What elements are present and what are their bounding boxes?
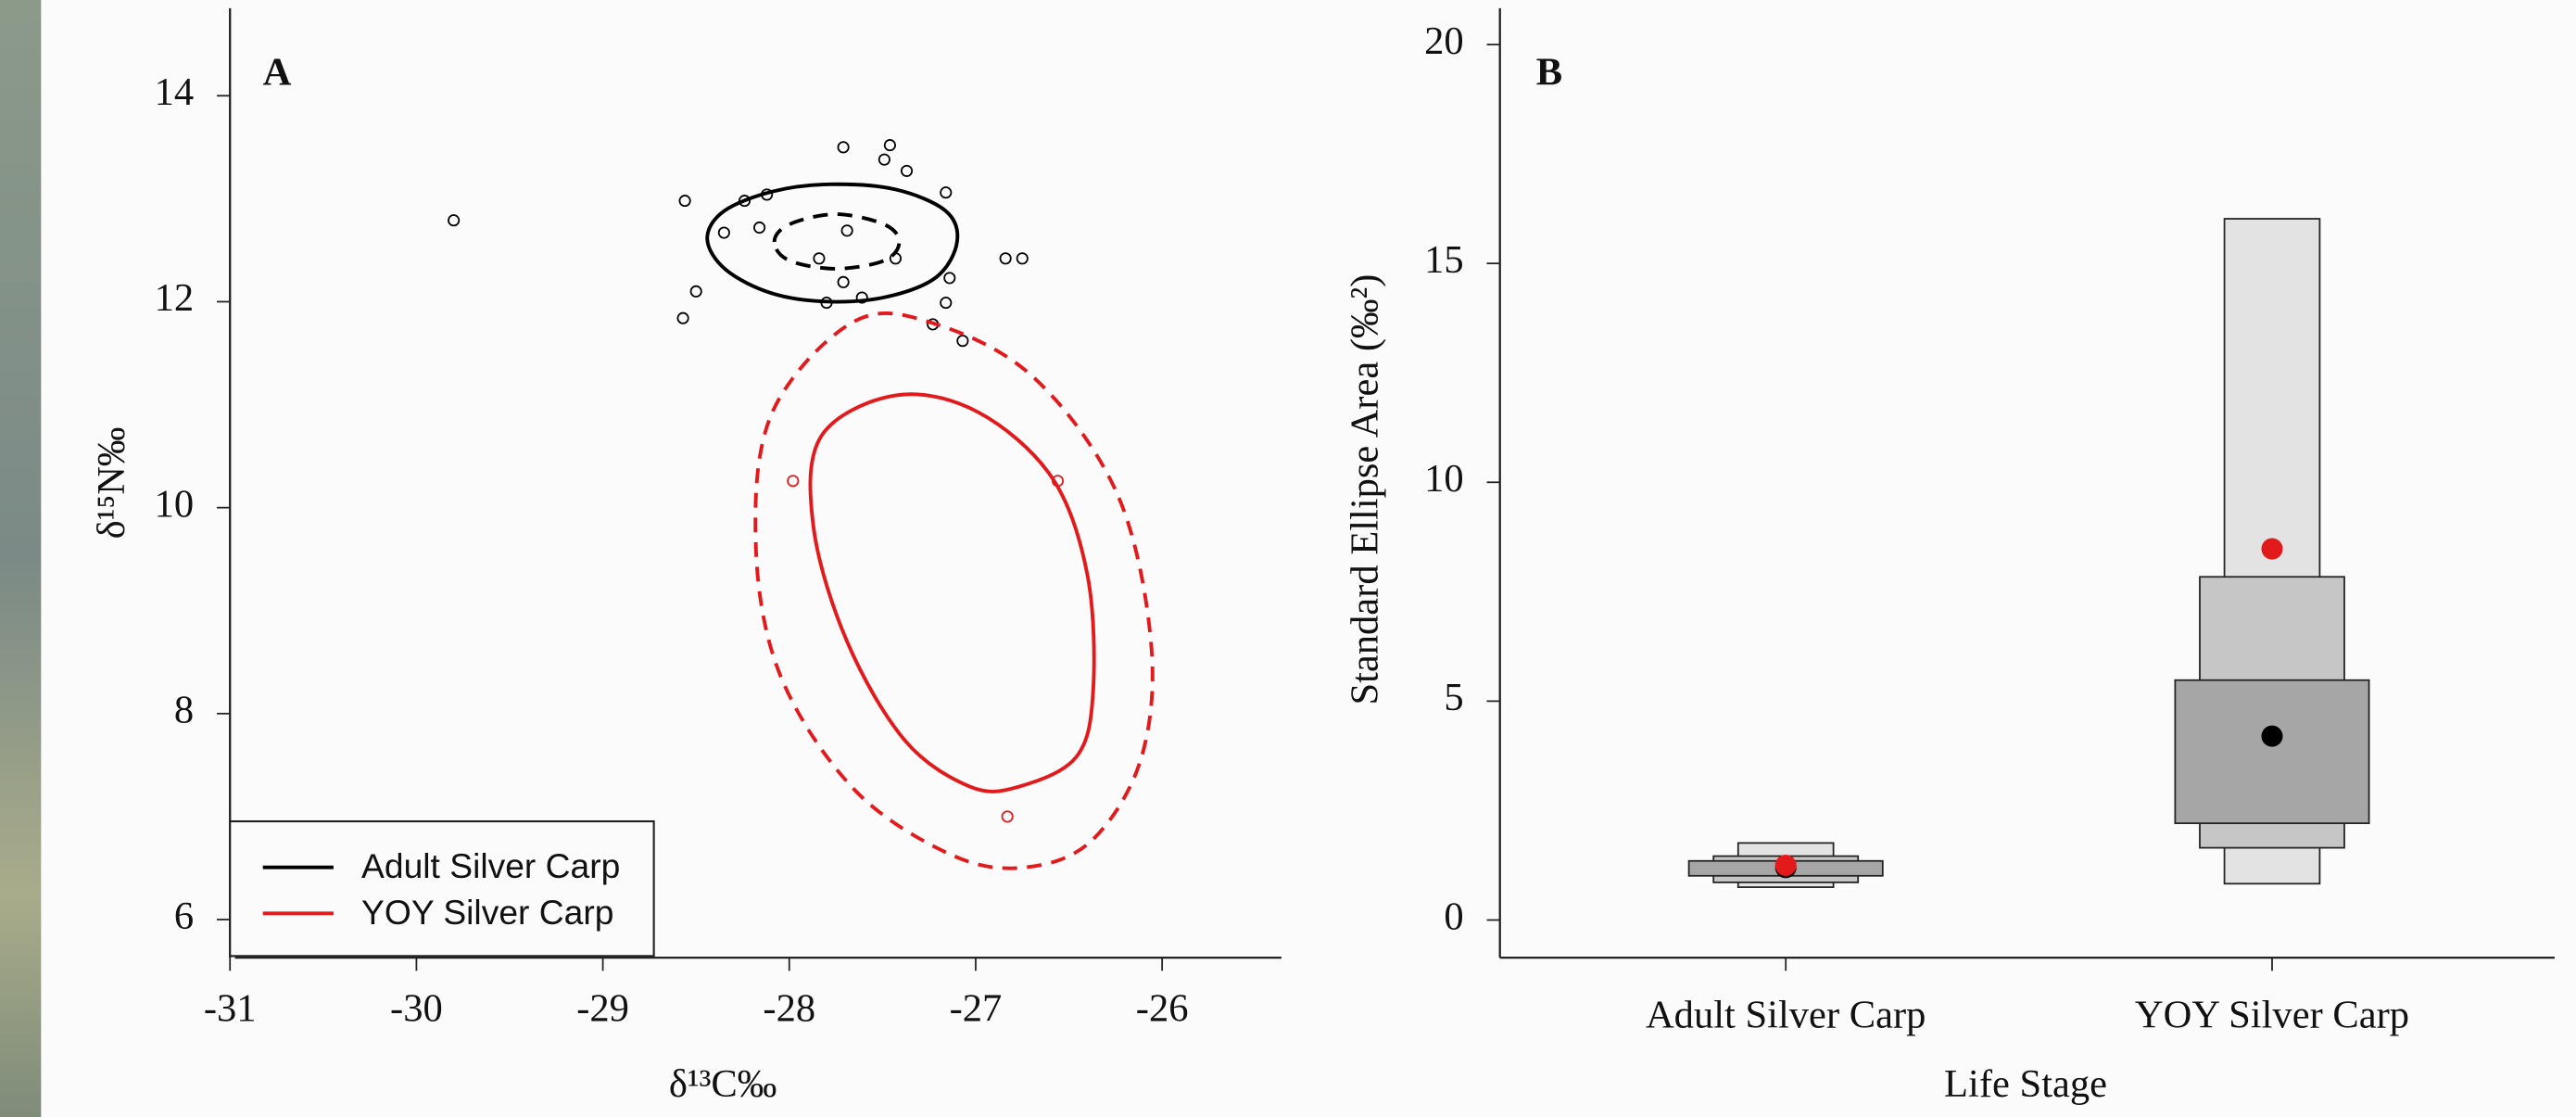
ellipse: [808, 392, 1096, 793]
point: [753, 221, 766, 235]
mean-point: [2261, 725, 2283, 747]
point: [820, 297, 833, 310]
ellipse: [753, 311, 1155, 870]
x-axis-label: Life Stage: [1944, 1062, 2107, 1106]
x-axis-label: δ¹³C‰: [669, 1062, 777, 1106]
point: [717, 226, 730, 239]
mode-point: [2261, 538, 2283, 560]
y-tick-label: 10: [155, 482, 195, 526]
x-tick-label: -26: [1136, 986, 1189, 1030]
y-tick-label: 15: [1424, 238, 1464, 282]
point: [1016, 252, 1029, 265]
y-tick-label: 10: [1424, 457, 1464, 501]
point: [855, 291, 868, 304]
y-tick-label: 20: [1424, 19, 1464, 63]
x-tick-label: Adult Silver Carp: [1646, 993, 1926, 1036]
point: [940, 186, 953, 199]
point: [889, 252, 903, 265]
legend-box: [229, 819, 655, 958]
point: [878, 153, 890, 166]
point: [1051, 475, 1065, 488]
x-tick-label: -31: [204, 986, 257, 1030]
y-tick-label: 0: [1444, 895, 1463, 938]
legend-label: YOY Silver Carp: [361, 893, 613, 932]
point: [943, 272, 956, 285]
panel-label: A: [263, 50, 292, 94]
y-axis-label: δ¹⁵N‰: [90, 427, 133, 539]
background-strip: [0, 0, 42, 1117]
legend-label: Adult Silver Carp: [361, 846, 620, 885]
point: [840, 224, 853, 237]
y-tick-label: 14: [155, 70, 195, 114]
panel-label: B: [1536, 50, 1562, 94]
x-tick-label: -27: [950, 986, 1003, 1030]
point: [883, 139, 896, 152]
point: [837, 275, 850, 288]
y-tick-label: 12: [155, 276, 195, 320]
point: [1001, 810, 1014, 823]
y-tick-label: 6: [174, 895, 194, 938]
interval-box: [2174, 679, 2370, 825]
point: [787, 475, 800, 488]
ellipse: [705, 182, 960, 304]
point: [761, 188, 774, 201]
point: [837, 141, 850, 154]
point: [448, 214, 461, 227]
x-tick-label: -29: [576, 986, 629, 1030]
x-tick-label: -28: [763, 986, 815, 1030]
point: [940, 297, 953, 310]
y-tick-label: 5: [1444, 676, 1463, 719]
x-tick-label: YOY Silver Carp: [2135, 993, 2409, 1036]
ellipse: [772, 212, 902, 271]
point: [689, 285, 702, 298]
point: [813, 252, 826, 265]
y-tick-label: 8: [174, 689, 194, 732]
point: [676, 311, 689, 324]
point: [900, 164, 914, 177]
y-axis-label: Standard Ellipse Area (‰²): [1344, 274, 1387, 705]
point: [678, 195, 691, 208]
x-tick-label: -30: [390, 986, 443, 1030]
mode-point: [1774, 854, 1797, 876]
point: [738, 195, 751, 208]
point: [999, 252, 1012, 265]
